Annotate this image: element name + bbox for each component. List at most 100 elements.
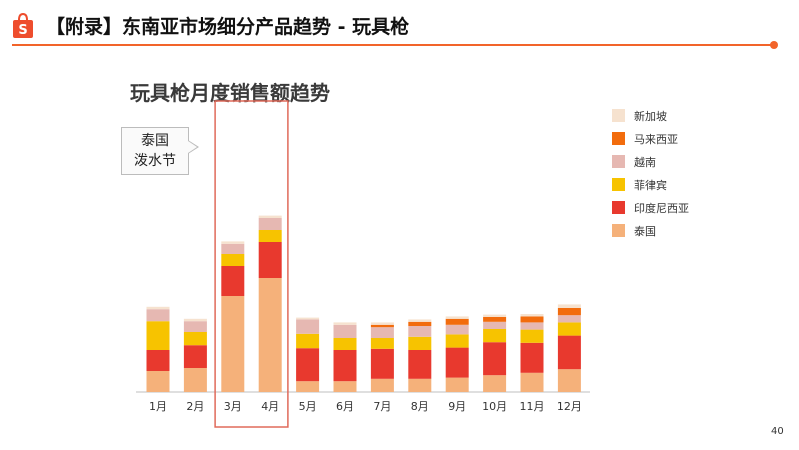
bar-segment-4-5 [296, 317, 320, 320]
x-tick-label-9: 10月 [482, 400, 507, 413]
bar-segment-7-4 [408, 321, 432, 326]
legend-label-2: 越南 [634, 155, 656, 169]
bar-segment-7-3 [408, 326, 432, 337]
annotation-callout: 泰国 泼水节 [121, 127, 189, 175]
shopee-logo: S [13, 13, 33, 38]
legend-item-4: 印度尼西亚 [612, 196, 689, 219]
legend-label-1: 马来西亚 [634, 132, 678, 146]
bar-segment-9-2 [483, 329, 507, 343]
bar-segment-3-1 [258, 242, 282, 278]
bar-segment-11-0 [557, 369, 581, 392]
legend-swatch-1 [612, 132, 625, 145]
legend-item-0: 新加坡 [612, 104, 689, 127]
x-tick-label-11: 12月 [557, 400, 582, 413]
x-tick-label-10: 11月 [520, 400, 545, 413]
legend-label-5: 泰国 [634, 224, 656, 238]
bar-segment-9-3 [483, 321, 507, 329]
legend-swatch-3 [612, 178, 625, 191]
bar-segment-2-5 [221, 241, 245, 244]
bar-segment-7-2 [408, 336, 432, 350]
bar-segment-6-1 [370, 348, 394, 379]
page-number: 40 [771, 426, 784, 437]
bar-segment-6-2 [370, 338, 394, 349]
bar-segment-0-0 [146, 371, 170, 392]
bar-segment-10-3 [520, 322, 544, 330]
bar-segment-6-3 [370, 327, 394, 338]
legend-label-4: 印度尼西亚 [634, 201, 689, 215]
legend-swatch-4 [612, 201, 625, 214]
bar-segment-0-2 [146, 321, 170, 350]
x-tick-label-3: 4月 [261, 400, 279, 413]
bar-segment-9-1 [483, 342, 507, 376]
bar-segment-8-1 [445, 347, 469, 378]
bar-segment-2-3 [221, 243, 245, 254]
bar-segment-0-1 [146, 350, 170, 371]
bar-segment-8-5 [445, 316, 469, 319]
svg-text:S: S [18, 23, 27, 38]
bar-segment-2-0 [221, 296, 245, 392]
bar-segment-4-1 [296, 348, 320, 382]
bar-segment-4-0 [296, 381, 320, 392]
bar-segment-5-5 [333, 322, 357, 325]
legend-item-5: 泰国 [612, 219, 689, 242]
bar-segment-8-2 [445, 334, 469, 348]
bar-segment-10-1 [520, 342, 544, 373]
bar-segment-1-2 [183, 332, 207, 346]
x-tick-label-6: 7月 [373, 400, 391, 413]
x-tick-label-7: 8月 [411, 400, 429, 413]
x-tick-label-4: 5月 [299, 400, 317, 413]
bar-segment-11-2 [557, 322, 581, 336]
bar-segment-1-5 [183, 318, 207, 322]
legend-item-2: 越南 [612, 150, 689, 173]
legend-swatch-0 [612, 109, 625, 122]
legend-label-3: 菲律宾 [634, 178, 667, 192]
legend-label-0: 新加坡 [634, 109, 667, 123]
bar-segment-10-0 [520, 372, 544, 392]
bar-segment-11-5 [557, 304, 581, 308]
slide-title: 【附录】东南亚市场细分产品趋势 - 玩具枪 [46, 16, 410, 38]
bar-segment-10-4 [520, 316, 544, 323]
legend-item-3: 菲律宾 [612, 173, 689, 196]
bar-segment-7-5 [408, 319, 432, 322]
bar-segment-8-3 [445, 324, 469, 335]
bar-segment-10-2 [520, 329, 544, 343]
bar-segment-5-0 [333, 381, 357, 392]
bar-segment-7-0 [408, 378, 432, 392]
legend-swatch-5 [612, 224, 625, 237]
chart-legend: 新加坡马来西亚越南菲律宾印度尼西亚泰国 [612, 104, 689, 242]
bar-segment-7-1 [408, 350, 432, 379]
bar-segment-4-2 [296, 333, 320, 349]
bar-segment-10-5 [520, 314, 544, 317]
bar-segment-3-2 [258, 230, 282, 242]
bar-segment-2-2 [221, 254, 245, 266]
x-tick-label-2: 3月 [224, 400, 242, 413]
bar-segment-9-0 [483, 375, 507, 392]
bar-segment-0-3 [146, 309, 170, 322]
bar-segment-11-1 [557, 335, 581, 370]
bar-segment-0-5 [146, 306, 170, 310]
highlight-frame [214, 100, 289, 428]
legend-swatch-2 [612, 155, 625, 168]
title-divider [12, 44, 774, 46]
legend-item-1: 马来西亚 [612, 127, 689, 150]
bar-segment-1-0 [183, 368, 207, 392]
x-tick-label-0: 1月 [149, 400, 167, 413]
bar-segment-11-4 [557, 308, 581, 316]
bar-segment-3-0 [258, 278, 282, 392]
bar-segment-5-2 [333, 338, 357, 350]
bar-segment-6-4 [370, 324, 394, 328]
bar-segment-2-1 [221, 266, 245, 296]
x-tick-label-1: 2月 [186, 400, 204, 413]
bar-segment-5-1 [333, 350, 357, 382]
annotation-callout-tail-fill [188, 141, 197, 153]
bar-segment-6-5 [370, 322, 394, 325]
bar-segment-4-3 [296, 319, 320, 334]
bar-segment-9-5 [483, 314, 507, 317]
bar-segment-11-3 [557, 315, 581, 323]
bar-segment-1-1 [183, 345, 207, 368]
x-tick-label-8: 9月 [448, 400, 466, 413]
bar-segment-8-4 [445, 318, 469, 325]
x-tick-label-5: 6月 [336, 400, 354, 413]
bar-segment-6-0 [370, 378, 394, 392]
